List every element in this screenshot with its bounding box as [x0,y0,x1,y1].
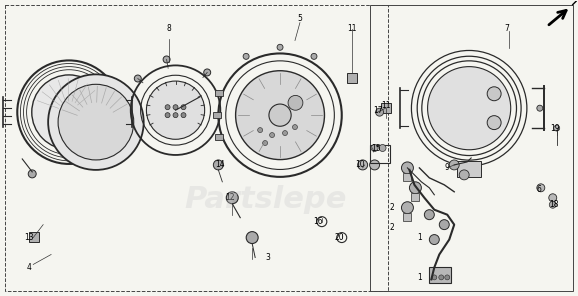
Circle shape [537,105,543,111]
Text: 4: 4 [27,263,32,272]
Circle shape [213,160,223,170]
Circle shape [58,84,134,160]
Text: 11: 11 [347,24,357,33]
Circle shape [32,75,106,149]
Circle shape [439,275,444,280]
Circle shape [262,141,268,146]
Circle shape [243,53,249,59]
Circle shape [444,275,450,280]
Circle shape [376,108,384,116]
Circle shape [371,144,378,152]
Text: 3: 3 [266,253,271,262]
Circle shape [236,71,324,160]
Bar [457,161,481,177]
Circle shape [402,162,413,174]
Bar [403,213,412,221]
Circle shape [28,170,36,178]
Bar [215,90,223,96]
Text: 5: 5 [298,14,302,23]
Circle shape [424,210,434,220]
Circle shape [487,116,501,130]
Circle shape [432,275,437,280]
Circle shape [554,125,560,131]
Circle shape [487,87,501,101]
Circle shape [163,56,170,63]
Text: 11: 11 [381,101,390,110]
Text: 17: 17 [373,106,383,115]
Text: 2: 2 [389,223,394,232]
Bar [403,173,412,181]
Circle shape [165,113,170,118]
Circle shape [146,81,205,139]
Text: 10: 10 [355,160,365,169]
Circle shape [173,113,178,118]
Circle shape [459,170,469,180]
Text: 20: 20 [335,233,344,242]
Text: 2: 2 [389,203,394,212]
Text: Partslepe: Partslepe [184,185,346,214]
Bar [347,73,357,83]
Circle shape [258,128,262,133]
Circle shape [269,133,275,138]
Circle shape [181,105,186,110]
Bar [369,145,390,163]
Circle shape [288,95,303,110]
Text: 13: 13 [24,233,34,242]
Circle shape [449,160,459,170]
Text: 16: 16 [313,217,323,226]
Text: 8: 8 [166,24,171,33]
Circle shape [402,202,413,214]
Circle shape [277,44,283,50]
Circle shape [311,53,317,59]
Circle shape [537,184,545,192]
Text: 12: 12 [225,193,235,202]
Circle shape [181,113,186,118]
Text: 9: 9 [445,163,450,172]
Circle shape [549,194,557,202]
Circle shape [134,75,141,82]
Bar [213,112,221,118]
Text: 1: 1 [417,273,422,282]
Circle shape [549,201,556,208]
Bar [412,193,420,201]
Circle shape [439,220,449,230]
Bar [429,268,451,283]
Bar [215,134,223,140]
Circle shape [369,160,380,170]
Circle shape [379,144,386,152]
Circle shape [428,67,511,150]
Text: 15: 15 [370,144,380,152]
Circle shape [165,105,170,110]
Text: 14: 14 [216,160,225,169]
Circle shape [227,192,238,204]
Text: 19: 19 [550,124,560,133]
Circle shape [358,160,368,170]
Text: 1: 1 [417,233,422,242]
Circle shape [246,231,258,244]
Text: 18: 18 [549,200,558,209]
Circle shape [48,74,144,170]
Circle shape [269,104,291,126]
Circle shape [173,105,178,110]
Circle shape [409,182,421,194]
Circle shape [429,235,439,244]
Circle shape [292,125,298,130]
Text: 7: 7 [505,24,509,33]
Bar [380,103,391,113]
Bar [29,231,39,242]
Circle shape [203,69,211,76]
Text: 6: 6 [536,185,541,194]
Circle shape [283,131,287,136]
